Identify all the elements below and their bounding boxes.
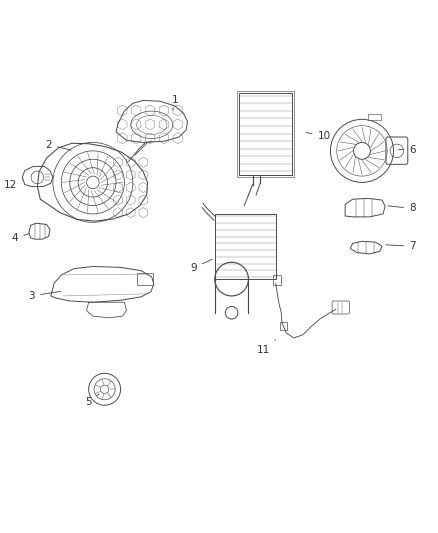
Bar [273,275,281,286]
Text: 4: 4 [12,233,29,243]
Bar [239,93,292,175]
Text: 6: 6 [399,144,416,155]
Text: 11: 11 [257,340,276,355]
Text: 2: 2 [46,140,71,150]
Bar [279,322,287,330]
Bar [137,273,153,286]
Text: 8: 8 [388,204,416,214]
Text: 5: 5 [85,394,99,407]
Bar [368,114,381,120]
Bar [237,91,294,177]
Bar [215,214,276,279]
Text: 3: 3 [28,291,61,301]
Text: 7: 7 [386,241,416,252]
Text: 9: 9 [191,259,212,273]
Text: 12: 12 [4,180,23,190]
Text: 1: 1 [172,95,178,110]
Text: 10: 10 [306,131,331,141]
